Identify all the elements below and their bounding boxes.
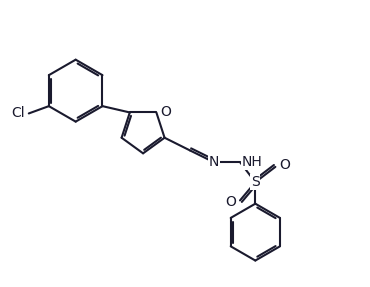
Text: O: O: [279, 158, 290, 172]
Text: Cl: Cl: [11, 106, 24, 121]
Text: NH: NH: [242, 155, 263, 169]
Text: S: S: [251, 175, 260, 189]
Text: O: O: [161, 105, 172, 119]
Text: N: N: [209, 155, 219, 169]
Text: O: O: [225, 195, 236, 209]
